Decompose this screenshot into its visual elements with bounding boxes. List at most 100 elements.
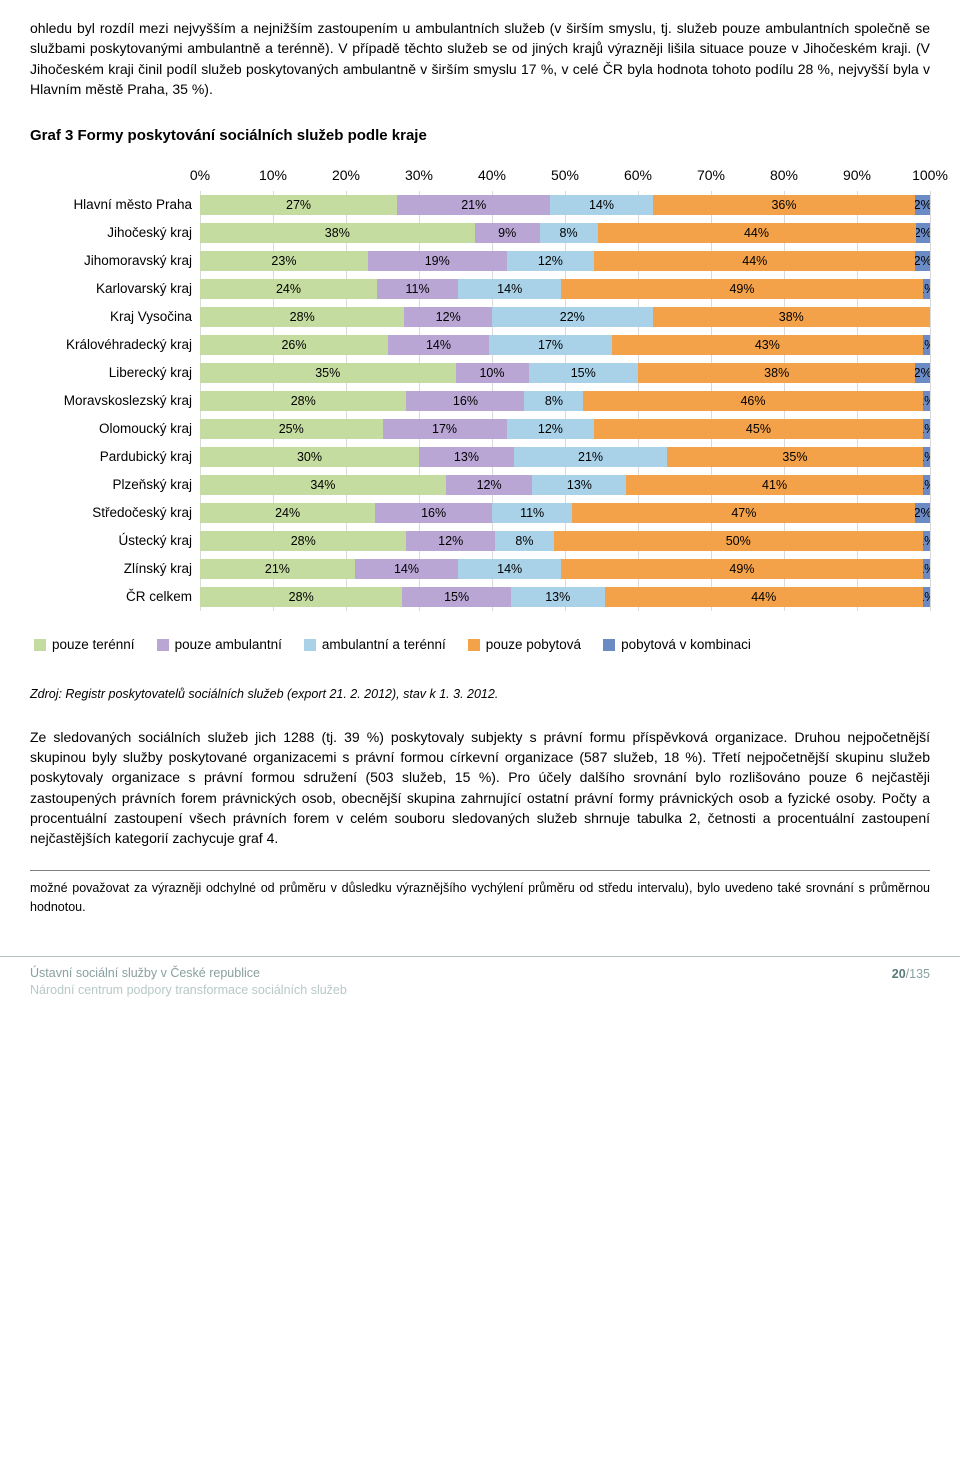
footer-page-number: 20/135 — [892, 965, 930, 983]
bar-segment: 13% — [532, 475, 626, 495]
footer-line1: Ústavní sociální služby v České republic… — [30, 965, 347, 983]
bar-segment: 8% — [540, 223, 598, 243]
x-axis: 0%10%20%30%40%50%60%70%80%90%100% — [200, 165, 930, 189]
page-footer: Ústavní sociální služby v České republic… — [0, 956, 960, 1014]
bar-segment: 14% — [388, 335, 489, 355]
bar-segment: 2% — [915, 195, 930, 215]
bar-segment: 1% — [923, 447, 930, 467]
bar-segment: 21% — [200, 559, 355, 579]
bar-segment: 14% — [458, 279, 561, 299]
bar-segment: 27% — [200, 195, 397, 215]
legend-item: pouze ambulantní — [157, 635, 282, 655]
chart-container: 0%10%20%30%40%50%60%70%80%90%100% Hlavní… — [30, 165, 930, 655]
bar-row: 34%12%13%41%1% — [200, 471, 930, 499]
bar-segment: 1% — [923, 335, 930, 355]
bar-segment: 2% — [916, 223, 930, 243]
bar-segment: 8% — [495, 531, 554, 551]
y-label: Ústecký kraj — [30, 527, 192, 555]
legend-label: pouze pobytová — [486, 635, 581, 655]
legend-swatch — [468, 639, 480, 651]
y-axis-labels: Hlavní město PrahaJihočeský krajJihomora… — [30, 191, 200, 611]
bar-segment: 25% — [200, 419, 383, 439]
bar-segment: 14% — [458, 559, 561, 579]
body-paragraph-2: Ze sledovaných sociálních služeb jich 12… — [30, 727, 930, 849]
bar-segment: 2% — [915, 251, 930, 271]
legend-item: ambulantní a terénní — [304, 635, 446, 655]
y-label: Moravskoslezský kraj — [30, 387, 192, 415]
y-label: Liberecký kraj — [30, 359, 192, 387]
bar-segment: 50% — [554, 531, 923, 551]
bar-segment: 34% — [200, 475, 446, 495]
bar-segment: 49% — [561, 559, 922, 579]
bar-row: 30%13%21%35%1% — [200, 443, 930, 471]
bar-segment: 1% — [923, 559, 930, 579]
y-label: Plzeňský kraj — [30, 471, 192, 499]
x-tick: 30% — [405, 165, 433, 185]
bar-segment: 23% — [200, 251, 368, 271]
bar-row: 24%11%14%49%1% — [200, 275, 930, 303]
bar-segment: 13% — [511, 587, 605, 607]
bar-row: 23%19%12%44%2% — [200, 247, 930, 275]
bar-segment: 11% — [377, 279, 458, 299]
bar-segment: 45% — [594, 419, 923, 439]
y-label: ČR celkem — [30, 583, 192, 611]
bar-segment: 35% — [667, 447, 923, 467]
legend-item: pouze terénní — [34, 635, 135, 655]
bar-row: 27%21%14%36%2% — [200, 191, 930, 219]
footer-line2: Národní centrum podpory transformace soc… — [30, 982, 347, 1000]
bar-segment: 15% — [402, 587, 510, 607]
bar-segment: 22% — [492, 307, 653, 327]
y-label: Jihočeský kraj — [30, 219, 192, 247]
x-tick: 80% — [770, 165, 798, 185]
bar-segment: 44% — [594, 251, 915, 271]
bar-segment: 28% — [200, 391, 406, 411]
bar-segment: 14% — [550, 195, 652, 215]
legend-label: pouze terénní — [52, 635, 135, 655]
bar-row: 25%17%12%45%1% — [200, 415, 930, 443]
bar-segment: 14% — [355, 559, 458, 579]
bar-segment: 44% — [605, 587, 923, 607]
bar-segment: 12% — [404, 307, 492, 327]
bar-segment: 11% — [492, 503, 572, 523]
bar-segment: 38% — [653, 307, 930, 327]
bar-row: 28%12%8%50%1% — [200, 527, 930, 555]
bar-segment: 21% — [397, 195, 550, 215]
legend-item: pouze pobytová — [468, 635, 581, 655]
bar-segment: 9% — [475, 223, 540, 243]
footnote-separator — [30, 870, 930, 871]
bar-segment: 17% — [383, 419, 507, 439]
bar-segment: 16% — [375, 503, 492, 523]
intro-paragraph: ohledu byl rozdíl mezi nejvyšším a nejni… — [30, 18, 930, 99]
y-label: Karlovarský kraj — [30, 275, 192, 303]
bar-segment: 38% — [200, 223, 475, 243]
y-label: Zlínský kraj — [30, 555, 192, 583]
x-tick: 40% — [478, 165, 506, 185]
bar-segment: 8% — [524, 391, 583, 411]
bar-segment: 38% — [638, 363, 915, 383]
bar-segment: 19% — [368, 251, 507, 271]
bar-segment: 21% — [514, 447, 667, 467]
y-label: Hlavní město Praha — [30, 191, 192, 219]
bar-segment: 44% — [598, 223, 916, 243]
bar-segment: 1% — [923, 531, 930, 551]
legend-swatch — [304, 639, 316, 651]
x-tick: 10% — [259, 165, 287, 185]
bar-segment: 36% — [653, 195, 916, 215]
bar-segment: 12% — [507, 251, 595, 271]
legend-label: pobytová v kombinaci — [621, 635, 751, 655]
x-tick: 20% — [332, 165, 360, 185]
bar-row: 28%16%8%46%1% — [200, 387, 930, 415]
bar-segment: 24% — [200, 279, 377, 299]
bar-segment: 43% — [612, 335, 923, 355]
chart-title: Graf 3 Formy poskytování sociálních služ… — [30, 125, 930, 147]
bar-row: 26%14%17%43%1% — [200, 331, 930, 359]
bar-segment: 1% — [923, 391, 930, 411]
bar-segment: 13% — [419, 447, 514, 467]
chart-legend: pouze terénní pouze ambulantní ambulantní … — [30, 635, 930, 655]
bar-row: 21%14%14%49%1% — [200, 555, 930, 583]
bar-row: 35%10%15%38%2% — [200, 359, 930, 387]
y-label: Kraj Vysočina — [30, 303, 192, 331]
bar-segment: 2% — [915, 363, 930, 383]
bar-row: 28%15%13%44%1% — [200, 583, 930, 611]
y-label: Pardubický kraj — [30, 443, 192, 471]
